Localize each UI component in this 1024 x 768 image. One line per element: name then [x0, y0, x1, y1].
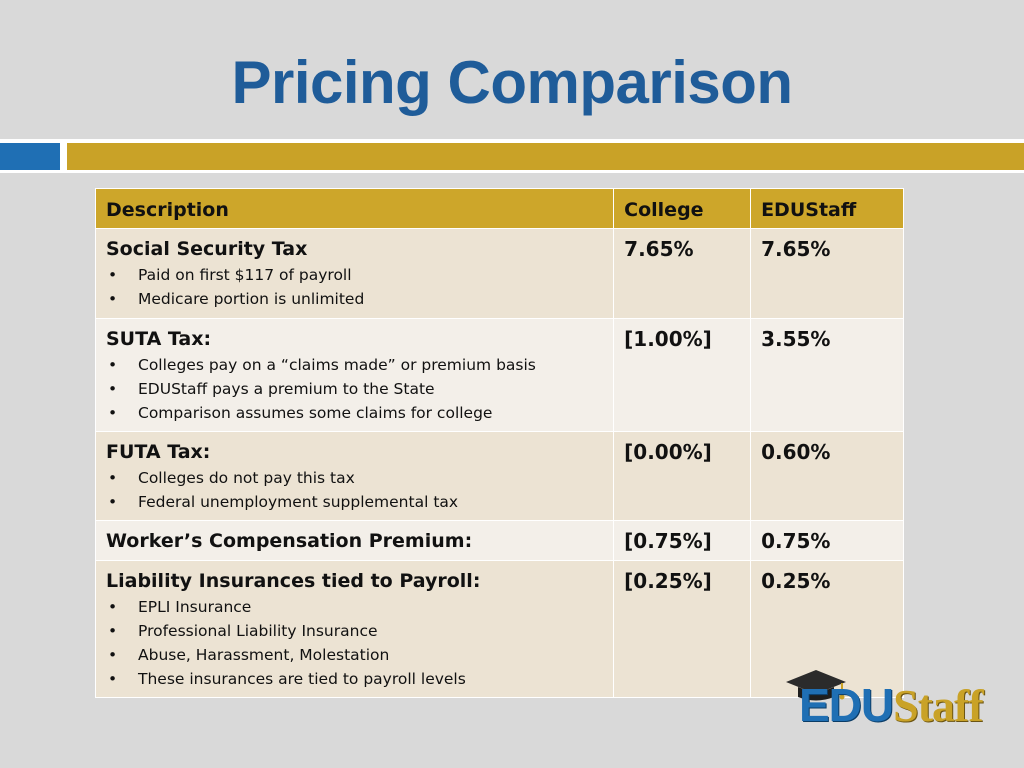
row-description: Worker’s Compensation Premium: [94, 520, 615, 561]
row-label: FUTA Tax: [106, 441, 211, 463]
header-edustaff: EDUStaff [750, 188, 904, 229]
bullet-item: Paid on first $117 of payroll [106, 263, 603, 287]
college-value: [0.75%] [613, 520, 752, 561]
graduation-cap-icon [786, 670, 846, 701]
college-value: 7.65% [613, 228, 752, 319]
college-value-text: 7.65% [624, 237, 694, 261]
bullet-item: Colleges do not pay this tax [106, 466, 603, 490]
row-label: Liability Insurances tied to Payroll: [106, 570, 481, 592]
bullet-item: EPLI Insurance [106, 595, 603, 619]
edustaff-logo: EDUStaff [782, 666, 1012, 738]
bullet-list: Paid on first $117 of payroll Medicare p… [106, 263, 603, 311]
edustaff-value-text: 7.65% [761, 237, 831, 261]
table-row: Liability Insurances tied to Payroll: EP… [94, 560, 904, 698]
edustaff-value: 0.60% [750, 431, 904, 521]
logo-staff-text: Staff [893, 680, 984, 731]
table-header-row: Description College EDUStaff [94, 188, 904, 229]
bullet-list: Colleges pay on a “claims made” or premi… [106, 353, 603, 425]
table-row: FUTA Tax: Colleges do not pay this tax F… [94, 431, 904, 521]
college-value: [0.00%] [613, 431, 752, 521]
bullet-item: Professional Liability Insurance [106, 619, 603, 643]
table-row: SUTA Tax: Colleges pay on a “claims made… [94, 318, 904, 432]
row-label: Worker’s Compensation Premium: [106, 530, 473, 552]
header-college: College [613, 188, 752, 229]
college-value-text: [0.25%] [624, 569, 712, 593]
bullet-item: Medicare portion is unlimited [106, 287, 603, 311]
row-description: Liability Insurances tied to Payroll: EP… [94, 560, 615, 698]
bullet-item: Comparison assumes some claims for colle… [106, 401, 603, 425]
bullet-item: These insurances are tied to payroll lev… [106, 667, 603, 691]
edustaff-value-text: 0.60% [761, 440, 831, 464]
bullet-item: Federal unemployment supplemental tax [106, 490, 603, 514]
edustaff-value: 7.65% [750, 228, 904, 319]
bullet-list: Colleges do not pay this tax Federal une… [106, 466, 603, 514]
bullet-item: Colleges pay on a “claims made” or premi… [106, 353, 603, 377]
college-value-text: [0.00%] [624, 440, 712, 464]
row-label: SUTA Tax: [106, 328, 212, 350]
pricing-table: Description College EDUStaff Social Secu… [94, 188, 904, 698]
row-description: SUTA Tax: Colleges pay on a “claims made… [94, 318, 615, 432]
accent-bar-blue [0, 143, 60, 170]
row-label: Social Security Tax [106, 238, 308, 260]
edustaff-value-text: 3.55% [761, 327, 831, 351]
college-value: [0.25%] [613, 560, 752, 698]
bullet-item: Abuse, Harassment, Molestation [106, 643, 603, 667]
row-description: FUTA Tax: Colleges do not pay this tax F… [94, 431, 615, 521]
logo-edu-text: EDU [799, 679, 894, 731]
accent-bar-gold [67, 143, 1024, 170]
row-description: Social Security Tax Paid on first $117 o… [94, 228, 615, 319]
bullet-item: EDUStaff pays a premium to the State [106, 377, 603, 401]
college-value-text: [0.75%] [624, 529, 712, 553]
edustaff-value-text: 0.25% [761, 569, 831, 593]
slide-title: Pricing Comparison [231, 49, 793, 116]
table-row: Social Security Tax Paid on first $117 o… [94, 228, 904, 319]
logo-wordmark: EDUStaff [799, 678, 984, 732]
edustaff-value-text: 0.75% [761, 529, 831, 553]
table-row: Worker’s Compensation Premium: [0.75%] 0… [94, 520, 904, 561]
edustaff-value: 3.55% [750, 318, 904, 432]
college-value: [1.00%] [613, 318, 752, 432]
header-description: Description [94, 188, 615, 229]
edustaff-value: 0.75% [750, 520, 904, 561]
bullet-list: EPLI Insurance Professional Liability In… [106, 595, 603, 691]
college-value-text: [1.00%] [624, 327, 712, 351]
